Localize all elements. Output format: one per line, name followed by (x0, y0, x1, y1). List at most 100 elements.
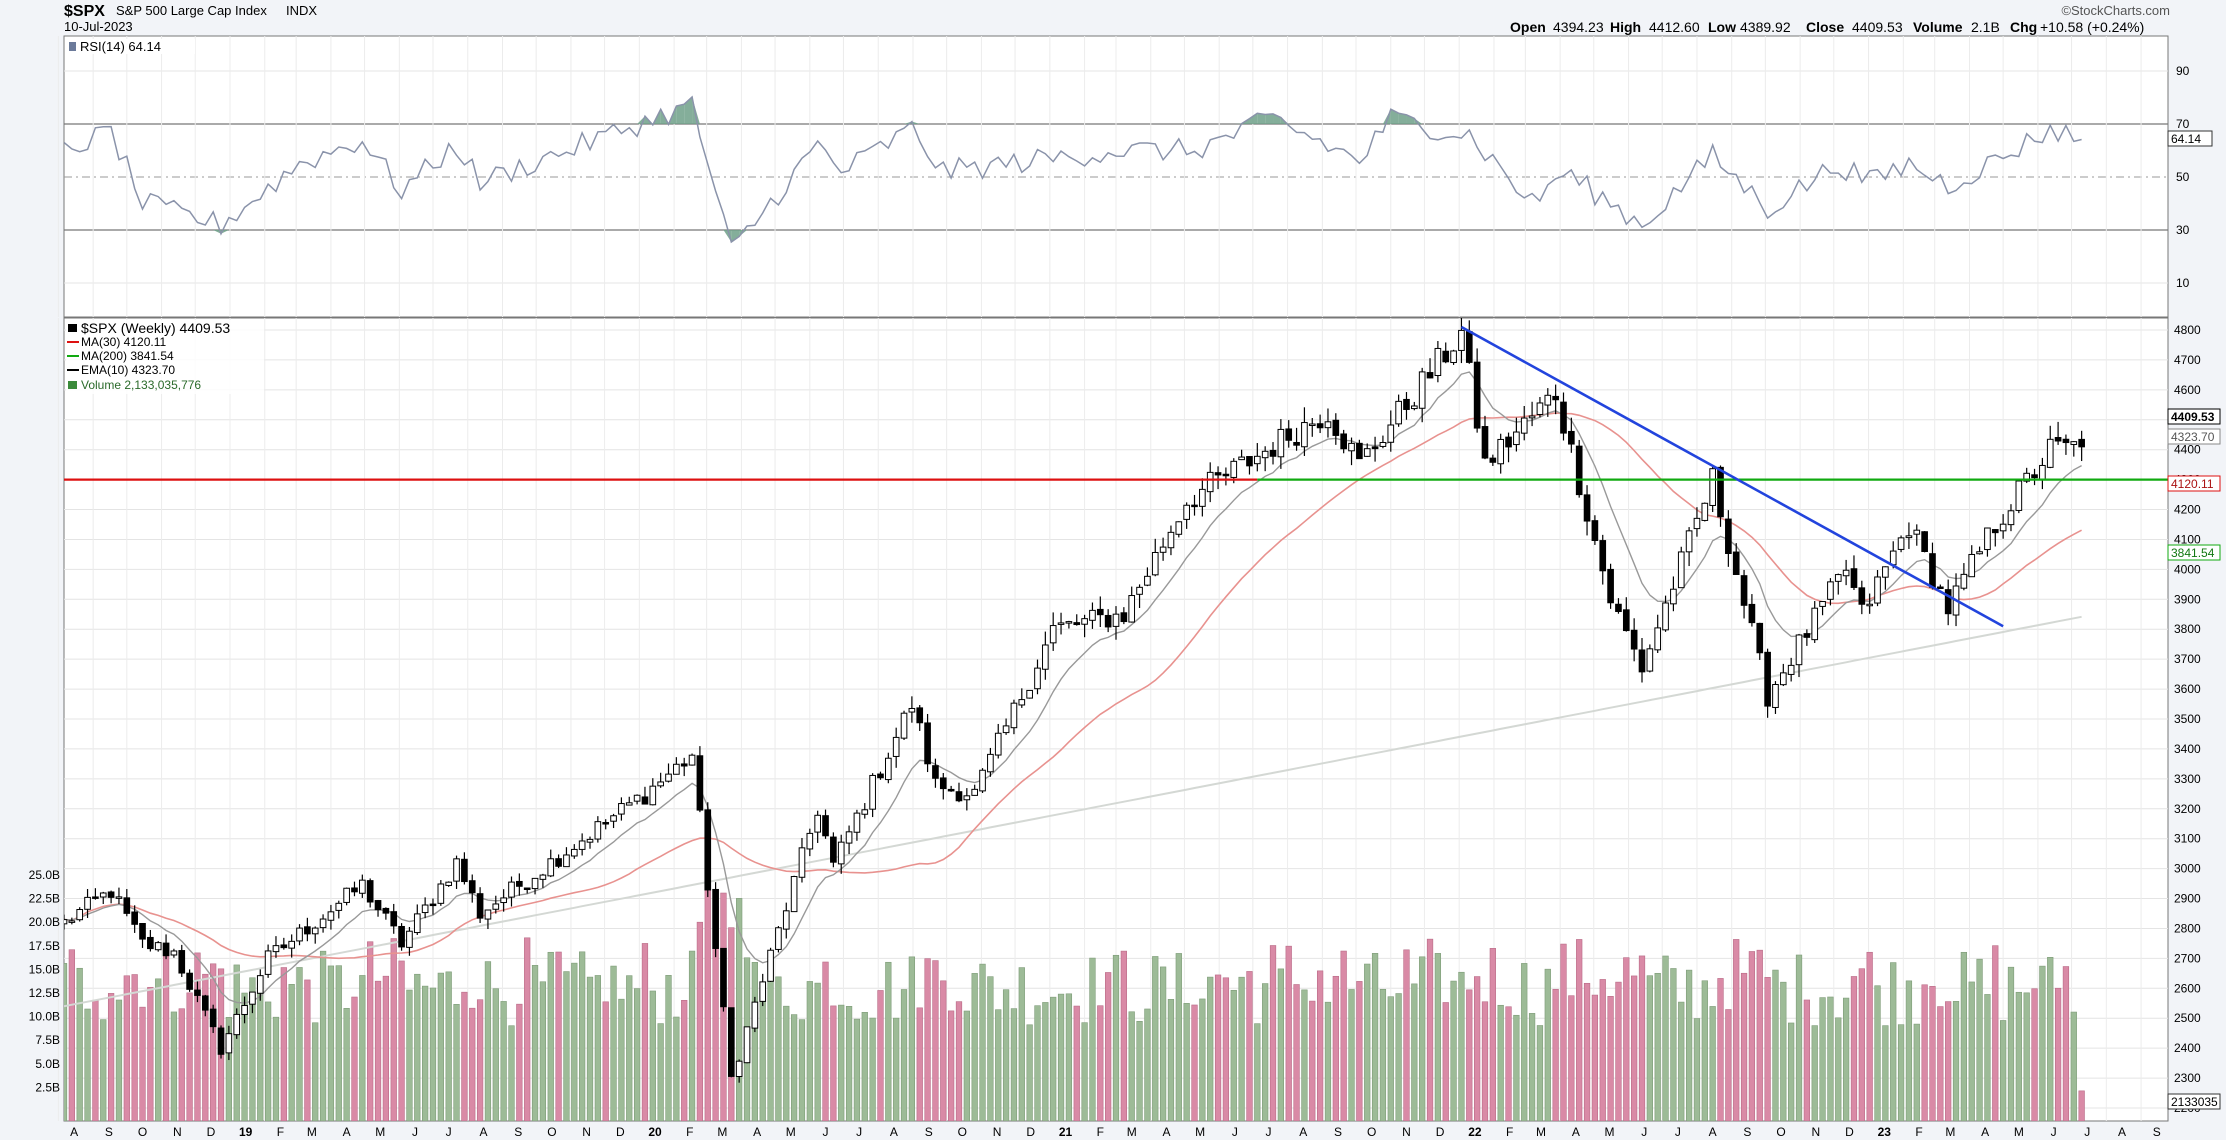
volume-bar (438, 973, 444, 1121)
candle-body (564, 855, 570, 867)
candle-body (595, 822, 601, 839)
candle-body (1466, 332, 1472, 363)
candle-body (1388, 425, 1394, 442)
volume-tick-label: 12.5B (29, 986, 60, 1000)
candle-body (1726, 519, 1732, 553)
candle-body (132, 912, 138, 924)
legend-price: $SPX (Weekly) 4409.53 (81, 320, 230, 336)
volume-bar (1341, 951, 1347, 1121)
month-tick-label: J (823, 1125, 829, 1139)
candle-body (1867, 604, 1873, 606)
candle-body (1113, 614, 1119, 626)
candle-body (320, 919, 326, 928)
volume-bar (1043, 1002, 1049, 1121)
volume-bar (1655, 973, 1661, 1121)
candle-body (1914, 530, 1920, 534)
candle-body (611, 816, 617, 821)
volume-bar (1380, 989, 1386, 1121)
volume-bar (1121, 951, 1127, 1121)
volume-bar (1851, 976, 1857, 1121)
candle-body (603, 823, 609, 825)
candle-body (2016, 481, 2022, 510)
candle-body (257, 976, 263, 994)
price-tick-label: 3900 (2174, 592, 2201, 606)
volume-bar (2008, 967, 2014, 1121)
volume-bar (1372, 953, 1378, 1121)
volume-bar (689, 951, 695, 1121)
candle-body (878, 774, 884, 778)
month-tick-label: F (686, 1125, 693, 1139)
candle-body (721, 948, 727, 1006)
volume-bar (1254, 1024, 1260, 1121)
volume-bar (1412, 984, 1418, 1121)
candle-body (1529, 416, 1535, 418)
candle-body (1372, 447, 1378, 449)
volume-bar (1490, 948, 1496, 1121)
exchange-label: INDX (286, 3, 317, 18)
candle-body (1011, 703, 1017, 728)
month-tick-label: J (446, 1125, 452, 1139)
volume-bar (375, 981, 381, 1121)
candle-body (831, 837, 837, 862)
month-tick-label: A (70, 1125, 78, 1139)
volume-tick-label: 7.5B (35, 1033, 60, 1047)
candle-body (446, 882, 452, 885)
month-tick-label: N (1812, 1125, 1821, 1139)
volume-bar (579, 952, 585, 1121)
volume-bar (1207, 977, 1213, 1121)
volume-tick-label: 10.0B (29, 1010, 60, 1024)
volume-bar (846, 1006, 852, 1121)
candle-body (1545, 395, 1551, 405)
volume-bar (1796, 955, 1802, 1121)
volume-bar (564, 972, 570, 1121)
volume-bar (1474, 977, 1480, 1121)
candle-body (124, 898, 130, 914)
candle-body (210, 1009, 216, 1027)
volume-tick-label: 17.5B (29, 939, 60, 953)
candle-body (1050, 626, 1056, 643)
candle-body (1843, 570, 1849, 575)
candle-body (1835, 575, 1841, 582)
month-tick-label: J (2084, 1125, 2090, 1139)
volume-bar (1168, 999, 1174, 1121)
volume-bar (77, 968, 83, 1121)
candle-body (988, 754, 994, 771)
volume-bar (948, 1011, 954, 1121)
volume-bar (454, 1004, 460, 1121)
volume-bar (85, 1009, 91, 1121)
volume-bar (1592, 995, 1598, 1121)
candle-body (1608, 569, 1614, 602)
month-tick-label: M (1127, 1125, 1137, 1139)
high-value: 4412.60 (1649, 19, 1700, 35)
month-tick-label: D (1845, 1125, 1854, 1139)
candle-body (1592, 521, 1598, 541)
candle-body (1396, 401, 1402, 423)
candle-body (517, 881, 523, 886)
rsi-tick-label: 50 (2176, 170, 2190, 184)
candle-body (273, 946, 279, 952)
candle-body (2079, 439, 2085, 446)
candle-body (1003, 726, 1009, 733)
price-tick-label: 3400 (2174, 742, 2201, 756)
volume-bar (1404, 950, 1410, 1121)
candle-body (697, 756, 703, 810)
low-value: 4389.92 (1740, 19, 1791, 35)
candle-body (1883, 567, 1889, 577)
candle-body (1066, 622, 1072, 624)
volume-bar (1922, 985, 1928, 1121)
candle-body (1482, 427, 1488, 458)
chart-date: 10-Jul-2023 (64, 19, 133, 34)
candle-body (666, 774, 672, 781)
volume-bar (1749, 951, 1755, 1121)
candle-body (862, 810, 868, 814)
legend-volume: Volume 2,133,035,776 (81, 378, 201, 392)
candle-body (1412, 406, 1418, 409)
month-tick-label: 22 (1468, 1125, 1482, 1139)
month-tick-label: D (1026, 1125, 1035, 1139)
candle-body (1192, 505, 1198, 507)
candle-body (2032, 475, 2038, 478)
month-tick-label: 20 (648, 1125, 662, 1139)
candle-body (1443, 351, 1449, 362)
candle-body (540, 875, 546, 879)
volume-bar (587, 977, 593, 1121)
